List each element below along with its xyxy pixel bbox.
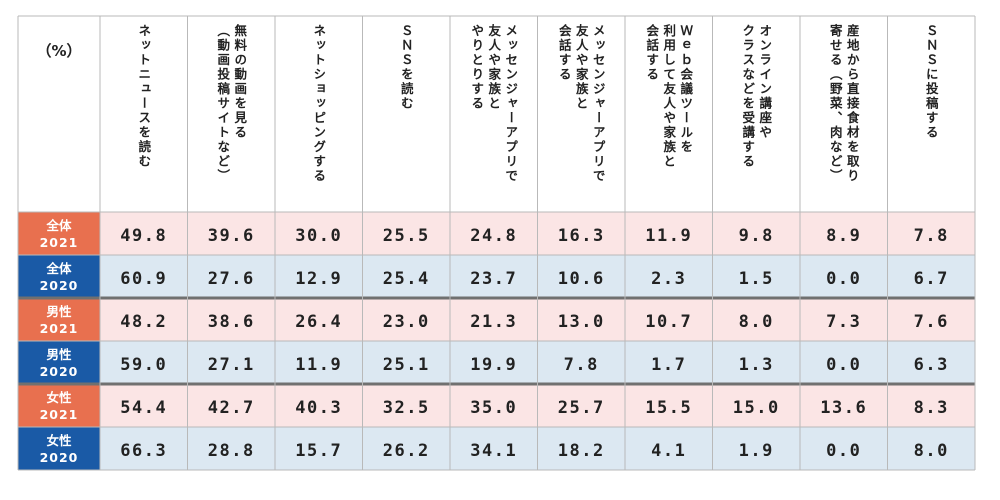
table-cell-value: 54.4: [120, 398, 167, 418]
row-label-block: [18, 255, 100, 298]
row-label-year: 2020: [40, 364, 79, 379]
row-label-block: [18, 298, 100, 341]
table-cell-value: 35.0: [470, 398, 517, 418]
column-header: ネットショッピングする: [311, 24, 327, 184]
row-label-block: [18, 384, 100, 427]
table-cell-value: 6.3: [914, 355, 949, 375]
row-label-group: 全体: [45, 261, 72, 276]
table-cell-value: 26.2: [383, 441, 430, 461]
table-cell-value: 0.0: [826, 441, 861, 461]
row-label-group: 男性: [46, 304, 72, 319]
table-cell-value: 32.5: [383, 398, 430, 418]
row-label-year: 2020: [40, 278, 79, 293]
table-cell-value: 8.9: [826, 226, 861, 246]
column-header: 無料の動画を見る （動画投稿サイトなど）: [215, 24, 248, 184]
row-label-block: [18, 341, 100, 384]
table-cell-value: 19.9: [470, 355, 517, 375]
table-cell-value: 2.3: [651, 269, 686, 289]
table-cell-value: 13.6: [820, 398, 867, 418]
table-cell-value: 11.9: [645, 226, 692, 246]
table-cell-value: 25.5: [383, 226, 430, 246]
table-cell-value: 4.1: [651, 441, 686, 461]
table-cell-value: 28.8: [208, 441, 255, 461]
table-cell-value: 40.3: [295, 398, 342, 418]
table-cell-value: 8.3: [914, 398, 949, 418]
table-cell-value: 66.3: [120, 441, 167, 461]
table-cell-value: 8.0: [914, 441, 949, 461]
table-cell-value: 0.0: [826, 355, 861, 375]
table-cell-value: 9.8: [739, 226, 774, 246]
table-cell-value: 30.0: [295, 226, 342, 246]
table-cell-value: 12.9: [295, 269, 342, 289]
row-label-year: 2021: [40, 235, 79, 250]
table-cell-value: 0.0: [826, 269, 861, 289]
row-label-year: 2021: [40, 407, 79, 422]
table-cell-value: 49.8: [120, 226, 167, 246]
table-cell-value: 59.0: [120, 355, 167, 375]
table-cell-value: 25.1: [383, 355, 430, 375]
row-label-group: 女性: [46, 390, 72, 405]
table-cell-value: 21.3: [470, 312, 517, 332]
table-cell-value: 1.9: [739, 441, 774, 461]
table-cell-value: 34.1: [470, 441, 517, 461]
table-cell-value: 26.4: [295, 312, 342, 332]
table-cell-value: 7.8: [564, 355, 599, 375]
table-cell-value: 7.8: [914, 226, 949, 246]
row-label-year: 2021: [40, 321, 79, 336]
table-cell-value: 42.7: [208, 398, 255, 418]
row-label-group: 女性: [46, 433, 72, 448]
table-cell-value: 38.6: [208, 312, 255, 332]
table-cell-value: 39.6: [208, 226, 255, 246]
column-header: オンライン講座や クラスなどを受講する: [740, 24, 773, 169]
table-cell-value: 18.2: [558, 441, 605, 461]
table-cell-value: 7.6: [914, 312, 949, 332]
column-header: メッセンジャーアプリで 友人や家族と やりとりする: [469, 24, 519, 184]
table-cell-value: 27.6: [208, 269, 255, 289]
table-cell-value: 1.5: [739, 269, 774, 289]
row-label-year: 2020: [40, 450, 79, 465]
column-header: ＳＮＳを読む: [398, 24, 414, 111]
table-cell-value: 6.7: [914, 269, 949, 289]
column-header: メッセンジャーアプリで 友人や家族と 会話する: [556, 24, 606, 184]
column-header: 産地から直接食材を取り 寄せる（野菜、肉など）: [827, 24, 860, 184]
table-cell-value: 25.4: [383, 269, 430, 289]
row-label-group: 全体: [45, 218, 72, 233]
table-cell-value: 10.6: [558, 269, 605, 289]
table-cell-value: 13.0: [558, 312, 605, 332]
table-cell-value: 48.2: [120, 312, 167, 332]
table-cell-value: 10.7: [645, 312, 692, 332]
table-cell-value: 15.0: [733, 398, 780, 418]
table-cell-value: 24.8: [470, 226, 517, 246]
table-cell-value: 23.7: [470, 269, 517, 289]
table-cell-value: 8.0: [739, 312, 774, 332]
table-cell-value: 11.9: [295, 355, 342, 375]
table-cell-value: 25.7: [558, 398, 605, 418]
table-cell-value: 7.3: [826, 312, 861, 332]
column-header: ＳＮＳに投稿する: [923, 24, 939, 140]
table-cell-value: 1.3: [739, 355, 774, 375]
table-cell-value: 15.7: [295, 441, 342, 461]
table-cell-value: 15.5: [645, 398, 692, 418]
row-label-block: [18, 212, 100, 255]
table-cell-value: 27.1: [208, 355, 255, 375]
table-cell-value: 23.0: [383, 312, 430, 332]
unit-label: （%）: [36, 42, 82, 60]
table-cell-value: 60.9: [120, 269, 167, 289]
row-label-group: 男性: [46, 347, 72, 362]
table-cell-value: 1.7: [651, 355, 686, 375]
row-label-block: [18, 427, 100, 470]
table-cell-value: 16.3: [558, 226, 605, 246]
column-header: ネットニュースを読む: [136, 24, 152, 169]
column-header: Ｗｅｂ会議ツールを 利用して友人や家族と 会話する: [644, 24, 694, 169]
